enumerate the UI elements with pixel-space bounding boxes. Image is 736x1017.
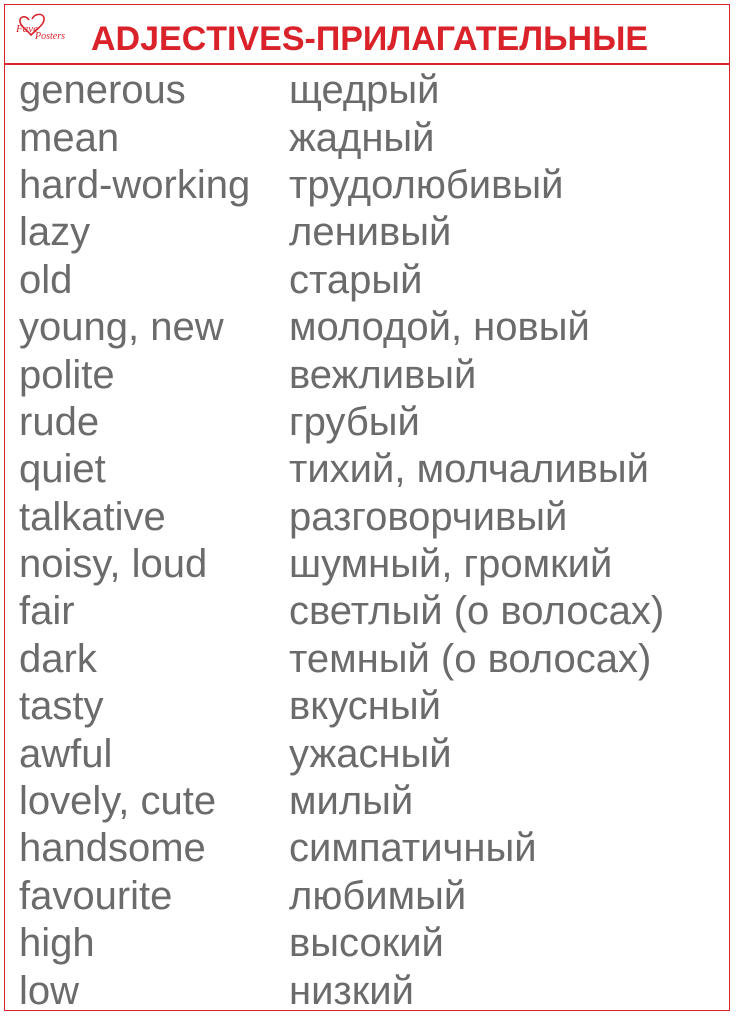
english-word: rude	[19, 399, 100, 444]
vocabulary-row: noisy, loud шумный, громкий	[19, 541, 719, 588]
english-word: low	[19, 968, 80, 1013]
russian-translation: высокий	[289, 921, 444, 966]
english-word: generous	[19, 68, 186, 113]
vocabulary-row: polite вежливый	[19, 351, 719, 398]
russian-translation: молодой, новый	[289, 305, 590, 350]
english-word: awful	[19, 731, 113, 776]
russian-translation: трудолюбивый	[289, 162, 564, 207]
vocabulary-row: rude грубый	[19, 399, 719, 446]
vocabulary-row: handsome симпатичный	[19, 825, 719, 872]
vocabulary-row: awful ужасный	[19, 730, 719, 777]
vocabulary-row: lovely, cute милый	[19, 778, 719, 825]
english-word: handsome	[19, 826, 206, 871]
vocabulary-row: old старый	[19, 257, 719, 304]
english-word: hard-working	[19, 162, 251, 207]
logo-text-top: Fave	[15, 23, 38, 35]
english-word: old	[19, 257, 73, 302]
russian-translation: жадный	[289, 115, 435, 160]
russian-translation: шумный, громкий	[289, 542, 613, 587]
russian-translation: светлый (о волосах)	[289, 589, 665, 634]
vocabulary-row: low низкий	[19, 967, 719, 1014]
russian-translation: темный (о волосах)	[289, 636, 652, 681]
logo-text-bottom: Posters	[34, 31, 65, 42]
vocabulary-row: high высокий	[19, 920, 719, 967]
heart-icon: Fave Posters	[15, 13, 65, 42]
vocabulary-row: tasty вкусный	[19, 683, 719, 730]
vocabulary-row: quiet тихий, молчаливый	[19, 446, 719, 493]
vocabulary-row: young, new молодой, новый	[19, 304, 719, 351]
russian-translation: ленивый	[289, 210, 452, 255]
english-word: talkative	[19, 494, 166, 539]
english-word: tasty	[19, 684, 104, 729]
english-word: mean	[19, 115, 120, 160]
english-word: favourite	[19, 873, 173, 918]
vocabulary-row: talkative разговорчивый	[19, 494, 719, 541]
russian-translation: разговорчивый	[289, 494, 568, 539]
russian-translation: симпатичный	[289, 826, 537, 871]
russian-translation: тихий, молчаливый	[289, 447, 650, 492]
russian-translation: низкий	[289, 968, 414, 1013]
english-word: young, new	[19, 305, 224, 350]
english-word: fair	[19, 589, 75, 634]
vocabulary-row: generous щедрый	[19, 67, 719, 114]
fave-posters-logo: Fave Posters	[15, 11, 85, 43]
russian-translation: милый	[289, 779, 414, 824]
vocabulary-row: hard-working трудолюбивый	[19, 162, 719, 209]
russian-translation: щедрый	[289, 68, 440, 113]
vocabulary-row: lazy ленивый	[19, 209, 719, 256]
english-word: dark	[19, 636, 97, 681]
vocabulary-row: dark темный (о волосах)	[19, 636, 719, 683]
english-word: quiet	[19, 447, 106, 492]
russian-translation: ужасный	[289, 731, 452, 776]
vocabulary-list: generous щедрый mean жадный hard-working труд…	[19, 67, 719, 1015]
russian-translation: вкусный	[289, 684, 441, 729]
vocabulary-row: favourite любимый	[19, 873, 719, 920]
vocabulary-row: mean жадный	[19, 114, 719, 161]
poster-frame: Fave Posters ADJECTIVES-ПРИЛАГАТЕЛЬНЫЕ g…	[4, 4, 730, 1013]
page-title: ADJECTIVES-ПРИЛАГАТЕЛЬНЫЕ	[91, 20, 649, 58]
english-word: polite	[19, 352, 115, 397]
english-word: lovely, cute	[19, 779, 217, 824]
english-word: high	[19, 921, 95, 966]
english-word: lazy	[19, 210, 91, 255]
russian-translation: старый	[289, 257, 423, 302]
title-divider	[5, 63, 729, 65]
russian-translation: любимый	[289, 873, 467, 918]
english-word: noisy, loud	[19, 542, 208, 587]
russian-translation: грубый	[289, 399, 420, 444]
vocabulary-row: fair светлый (о волосах)	[19, 588, 719, 635]
russian-translation: вежливый	[289, 352, 477, 397]
